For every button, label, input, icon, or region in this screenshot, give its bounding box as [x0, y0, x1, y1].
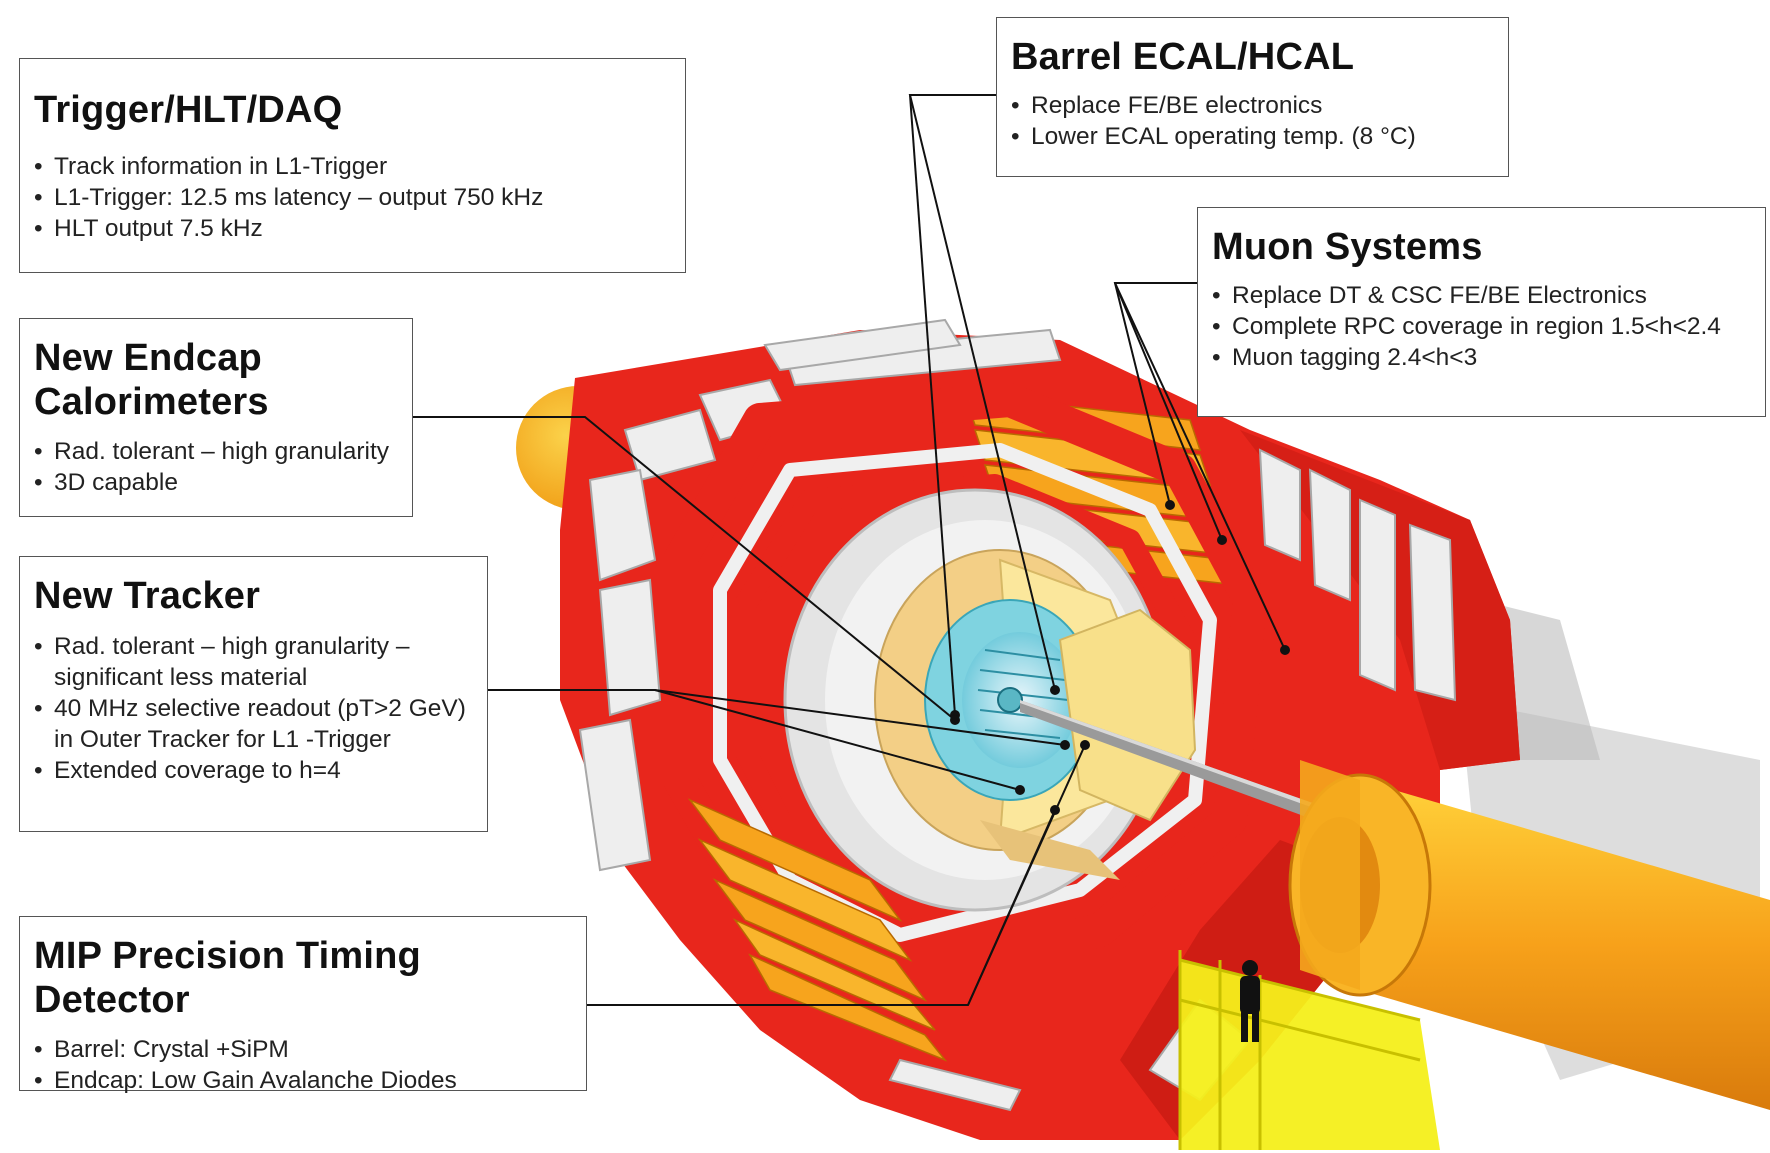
- callout-title: Trigger/HLT/DAQ: [34, 89, 343, 131]
- callout-bullet: Replace DT & CSC FE/BE Electronics: [1212, 280, 1751, 311]
- callout-bullet-list: Rad. tolerant – high granularity – signi…: [34, 631, 473, 786]
- callout-bullet: Rad. tolerant – high granularity: [34, 436, 398, 467]
- callout-title-line1: New Endcap: [34, 337, 262, 379]
- callout-bullet: 40 MHz selective readout (pT>2 GeV): [34, 693, 473, 724]
- callout-title-line2: Calorimeters: [34, 380, 269, 423]
- callout-bullet-continuation: significant less material: [54, 663, 308, 691]
- callout-bullet: Barrel: Crystal +SiPM: [34, 1034, 572, 1065]
- callout-trigger-hlt-daq: Trigger/HLT/DAQ Track information in L1-…: [19, 58, 686, 273]
- callout-endcap-calorimeters: New Endcap Calorimeters Rad. tolerant – …: [19, 318, 413, 517]
- callout-bullet: Rad. tolerant – high granularity –: [34, 631, 473, 662]
- callout-bullet-list: Replace DT & CSC FE/BE Electronics Compl…: [1212, 280, 1751, 373]
- forward-calorimeter-yellow: [1288, 760, 1770, 1110]
- callout-bullet: Track information in L1-Trigger: [34, 151, 671, 182]
- barrel-muon-chambers-lower: [687, 798, 948, 1062]
- callout-bullet-list: Barrel: Crystal +SiPM Endcap: Low Gain A…: [34, 1034, 572, 1096]
- callout-barrel-ecal-hcal: Barrel ECAL/HCAL Replace FE/BE electroni…: [996, 17, 1509, 177]
- callout-bullet-list: Rad. tolerant – high granularity 3D capa…: [34, 436, 398, 498]
- leader-lines: [413, 94, 1286, 1006]
- leader-dots: [950, 500, 1290, 815]
- callout-bullet: Extended coverage to h=4: [34, 755, 473, 786]
- callout-bullet: Replace FE/BE electronics: [1011, 90, 1494, 121]
- callout-bullet: HLT output 7.5 kHz: [34, 213, 671, 244]
- callout-muon-systems: Muon Systems Replace DT & CSC FE/BE Elec…: [1197, 207, 1766, 417]
- callout-bullet-list: Replace FE/BE electronics Lower ECAL ope…: [1011, 90, 1494, 152]
- callout-title: Barrel ECAL/HCAL: [1011, 36, 1355, 78]
- callout-title: Muon Systems: [1212, 226, 1483, 268]
- endcap-calorimeter: [1058, 608, 1197, 822]
- callout-title: New Endcap Calorimeters: [34, 337, 398, 424]
- person-silhouette: [1240, 960, 1260, 1042]
- callout-bullet: Muon tagging 2.4<h<3: [1212, 342, 1751, 373]
- callout-title: New Tracker: [34, 575, 261, 617]
- callout-bullet-continuation: in Outer Tracker for L1 -Trigger: [54, 725, 391, 753]
- callout-title: MIP Precision Timing Detector: [34, 935, 421, 1021]
- callout-bullet: Lower ECAL operating temp. (8 °C): [1011, 121, 1494, 152]
- callout-bullet: 3D capable: [34, 467, 398, 498]
- callout-bullet: L1-Trigger: 12.5 ms latency – output 750…: [34, 182, 671, 213]
- callout-new-tracker: New Tracker Rad. tolerant – high granula…: [19, 556, 488, 832]
- callout-bullet: Complete RPC coverage in region 1.5<h<2.…: [1212, 311, 1751, 342]
- callout-bullet: Endcap: Low Gain Avalanche Diodes: [34, 1065, 572, 1096]
- outer-white-panels: [578, 318, 1457, 1112]
- callout-mip-timing-detector: MIP Precision Timing Detector Barrel: Cr…: [19, 916, 587, 1096]
- callout-bullet-list: Track information in L1-Trigger L1-Trigg…: [34, 151, 671, 244]
